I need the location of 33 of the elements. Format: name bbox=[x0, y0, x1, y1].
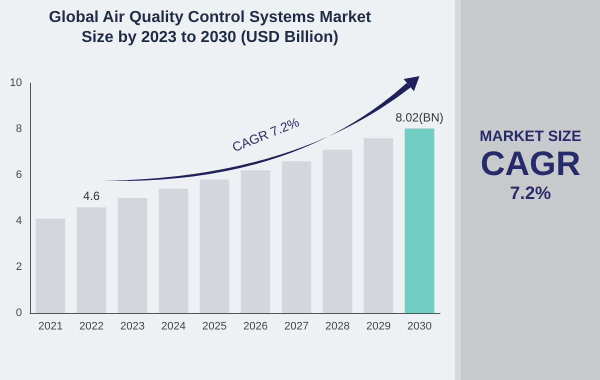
bar bbox=[322, 150, 352, 313]
y-tick-label: 4 bbox=[16, 215, 22, 227]
text: MARKET SIZE bbox=[478, 128, 582, 145]
x-tick-label: 2026 bbox=[243, 320, 268, 332]
chart-title: Global Air Quality Control Systems Market Size by 2023 to 2030 (USD Billion) bbox=[48, 8, 372, 48]
y-tick-label: 0 bbox=[16, 307, 22, 319]
bar bbox=[364, 138, 394, 313]
bar bbox=[76, 207, 106, 313]
x-tick-label: 2028 bbox=[325, 320, 350, 332]
text: CAGR bbox=[479, 145, 582, 183]
bar bbox=[282, 161, 312, 313]
x-tick-label: 2022 bbox=[79, 320, 104, 332]
y-tick-label: 10 bbox=[10, 77, 22, 89]
y-tick-label: 8 bbox=[16, 123, 22, 135]
annotation: CAGR 7.2% bbox=[230, 114, 302, 155]
bar bbox=[118, 198, 148, 313]
x-tick-label: 2030 bbox=[407, 320, 432, 332]
bar bbox=[200, 180, 230, 313]
y-tick-label: 2 bbox=[16, 261, 22, 273]
x-tick-label: 2027 bbox=[284, 320, 309, 332]
text: 7.2% bbox=[508, 183, 552, 204]
bar bbox=[36, 218, 66, 313]
bar bbox=[158, 188, 188, 313]
x-tick-label: 2023 bbox=[120, 320, 145, 332]
x-tick-label: 2024 bbox=[161, 320, 186, 332]
x-tick-label: 2025 bbox=[202, 320, 227, 332]
x-tick-label: 2029 bbox=[366, 320, 391, 332]
bar bbox=[240, 170, 270, 313]
y-tick-label: 6 bbox=[16, 169, 22, 181]
data-label: 4.6 bbox=[83, 189, 100, 204]
x-tick-label: 2021 bbox=[38, 320, 63, 332]
data-label: 8.02(BN) bbox=[395, 110, 444, 125]
bar bbox=[404, 128, 434, 313]
